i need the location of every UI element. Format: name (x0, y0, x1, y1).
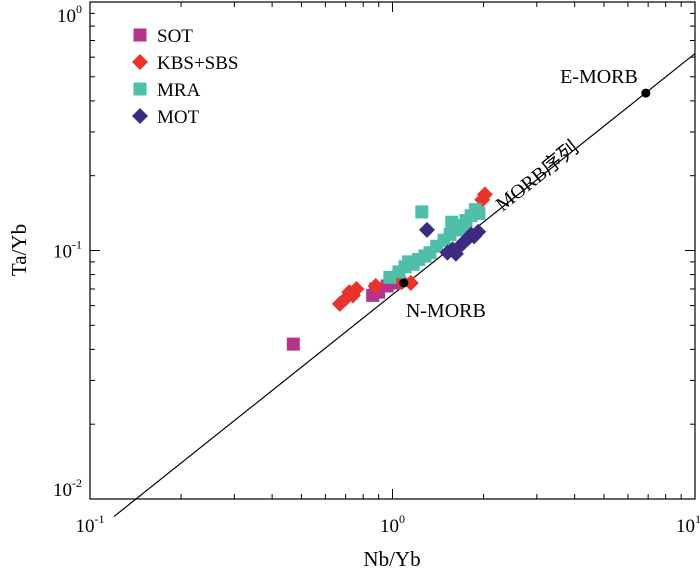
axis-ticks (89, 1, 696, 500)
data-point (470, 223, 487, 240)
series-mra (383, 203, 486, 284)
data-point (367, 277, 384, 294)
axis-tick-labels: 10-1 100 101 10-2 10-1 100 (53, 2, 700, 537)
y-tick-label: 10-2 (53, 476, 82, 501)
data-point (286, 337, 300, 351)
data-markers (286, 186, 493, 351)
legend-label: MOT (157, 107, 200, 128)
y-tick-label: 10-1 (53, 238, 82, 263)
data-point (445, 215, 459, 229)
data-point (415, 205, 429, 219)
x-tick-label: 101 (676, 512, 700, 537)
data-point (476, 186, 493, 203)
reference-point-marker (399, 278, 409, 288)
legend-marker (132, 108, 148, 124)
legend-marker (133, 82, 147, 96)
data-point (472, 206, 486, 220)
reference-point-label: N-MORB (406, 300, 486, 322)
y-tick-label: 100 (57, 2, 82, 27)
reference-point-marker (641, 88, 651, 98)
x-tick-label: 10-1 (76, 512, 105, 537)
y-axis-title: Ta/Yb (7, 224, 31, 276)
series-kbs-sbs (331, 186, 493, 312)
x-axis-title: Nb/Yb (363, 547, 420, 571)
reference-point-label: E-MORB (560, 66, 638, 88)
data-point (402, 274, 419, 291)
data-point (348, 280, 365, 297)
x-tick-label: 100 (380, 512, 405, 537)
series-sot (286, 276, 403, 351)
morb-array-label: MORB序列 (491, 136, 583, 216)
series-mot (418, 221, 487, 262)
legend-marker (133, 28, 147, 42)
legend: SOT KBS+SBS MRA MOT (132, 26, 238, 128)
legend-label: KBS+SBS (157, 53, 238, 74)
legend-label: MRA (157, 80, 201, 101)
reference-points: N-MORB E-MORB (399, 66, 651, 322)
legend-label: SOT (157, 26, 193, 47)
legend-marker (132, 54, 148, 70)
data-point (418, 221, 435, 238)
